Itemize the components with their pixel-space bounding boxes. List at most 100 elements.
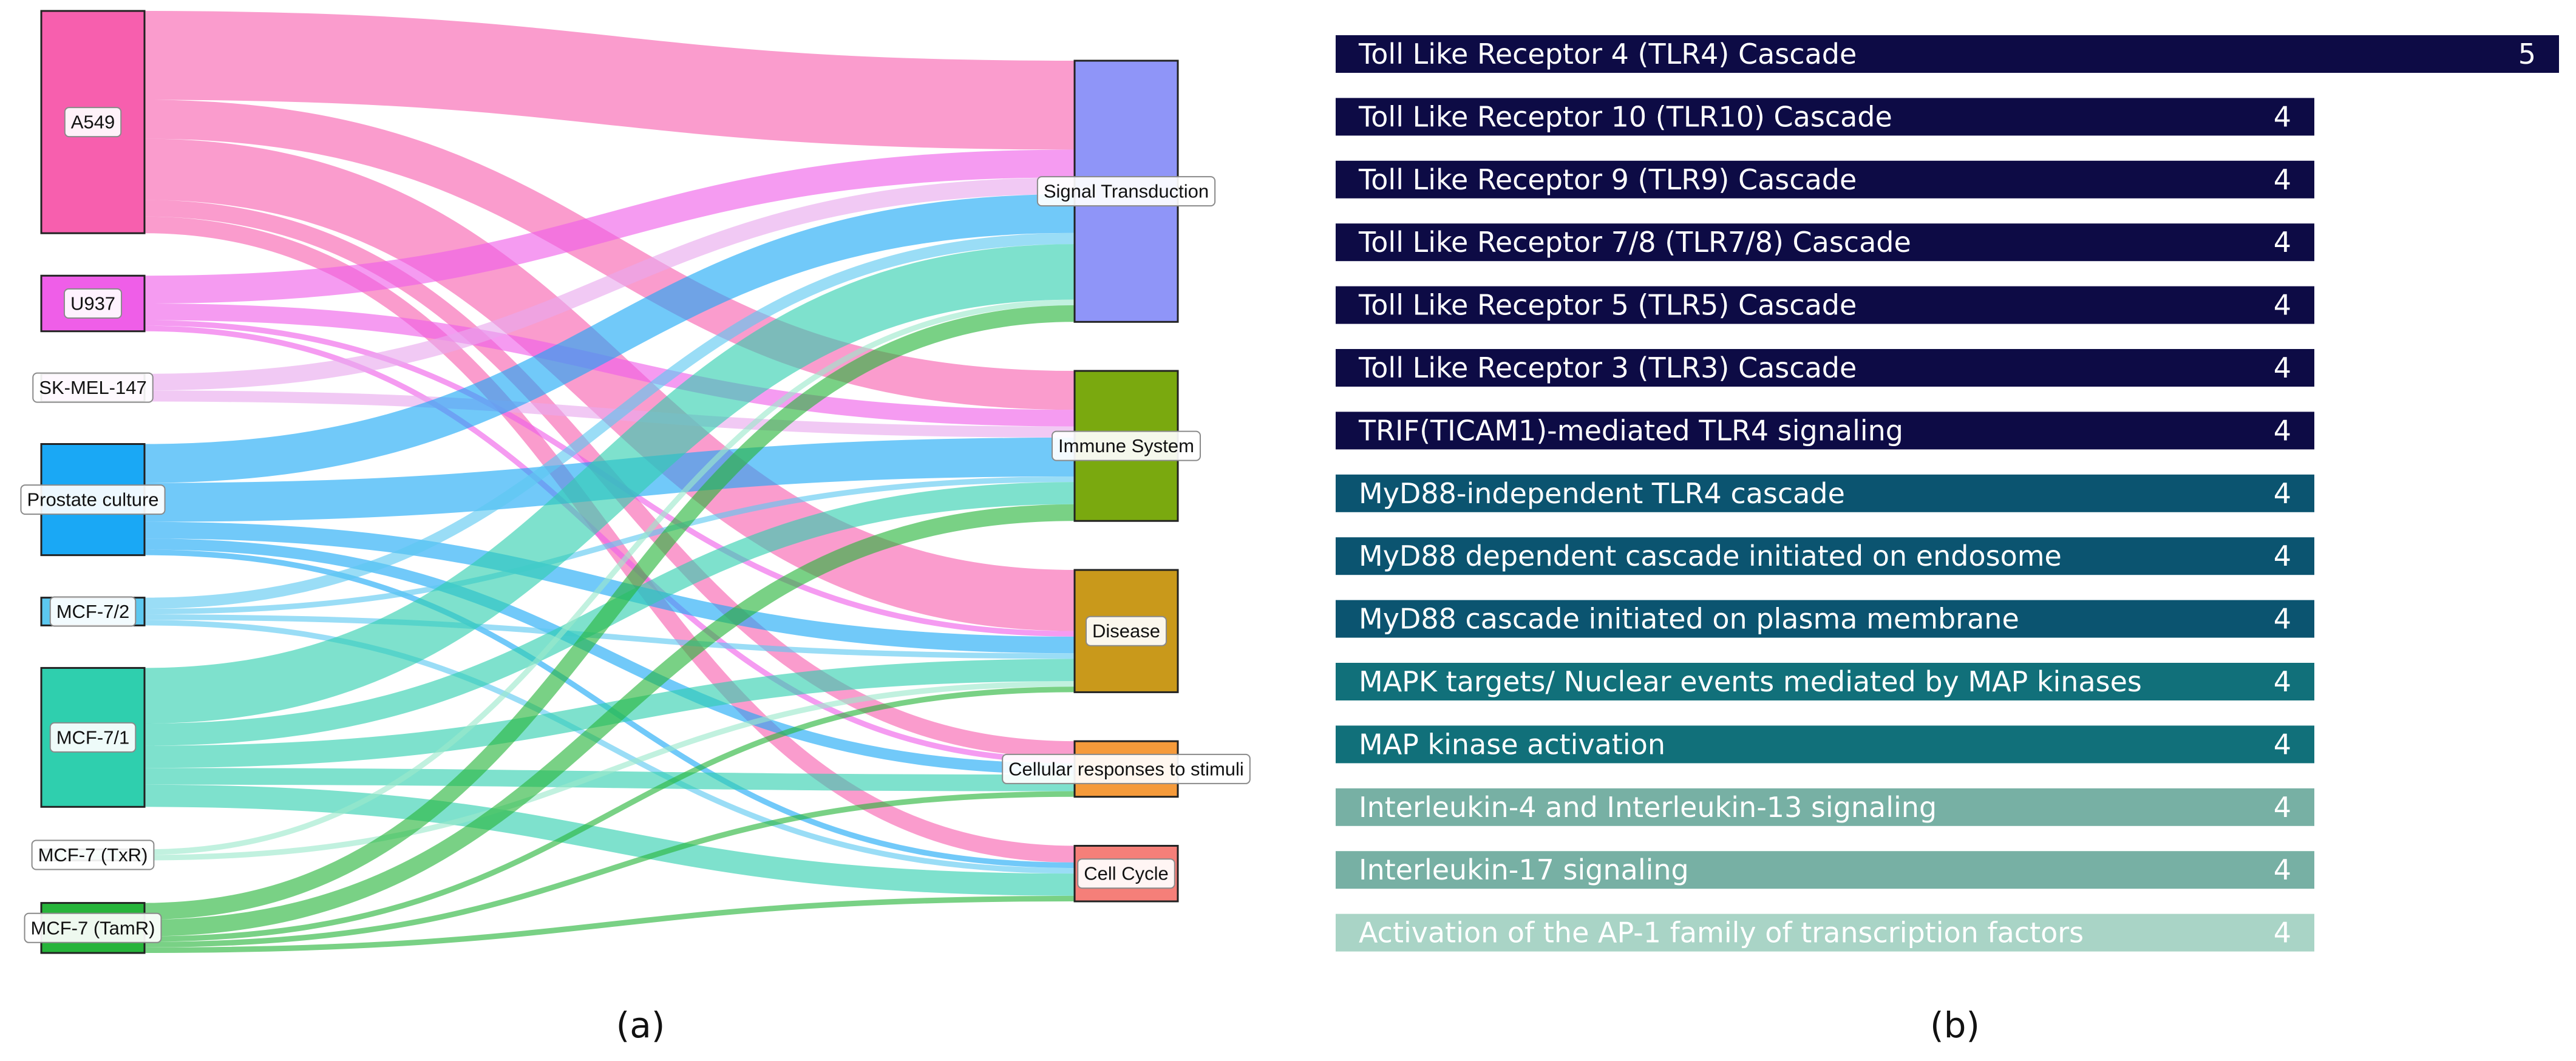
bar-category-label: MAPK targets/ Nuclear events mediated by… [1359, 665, 2142, 698]
flow-mcf-7-1-to-cell-cycle [144, 784, 1075, 896]
bar-row-myd88-cascade-initiated-on-plasma-membrane: MyD88 cascade initiated on plasma membra… [1336, 600, 2314, 638]
flow-mcf-7-2-to-signal-transduction [144, 232, 1075, 609]
bar [1336, 412, 2314, 450]
bar [1336, 725, 2314, 764]
bar-category-label: Toll Like Receptor 5 (TLR5) Cascade [1358, 289, 1857, 322]
target-label-signal-transduction: Signal Transduction [1036, 176, 1216, 207]
source-label-u937: U937 [63, 288, 123, 319]
flow-mcf-7-tamr-to-immune-system [144, 504, 1075, 937]
bar-chart: Toll Like Receptor 4 (TLR4) Cascade 5Toll… [1336, 35, 2559, 952]
bar [1336, 349, 2314, 387]
bar-category-label: Interleukin-17 signaling [1359, 853, 1689, 886]
bar-row-mapk-targets-nuclear-events-mediated-by-map-kinases: MAPK targets/ Nuclear events mediated by… [1336, 663, 2314, 700]
flow-mcf-7-2-to-immune-system [144, 476, 1075, 615]
flow-sk-mel-147-to-signal-transduction [144, 177, 1075, 391]
bar-category-label: MAP kinase activation [1359, 728, 1665, 761]
sankey-links [144, 10, 1075, 953]
bar-category-label: MyD88 dependent cascade initiated on end… [1359, 540, 2062, 572]
source-label-box [63, 288, 123, 319]
target-label-disease: Disease [1086, 615, 1167, 646]
source-label-text: MCF-7/2 [56, 601, 130, 622]
source-label-text: A549 [71, 112, 115, 133]
bar [1336, 914, 2314, 952]
panel-label-b: (b) [1929, 1005, 1980, 1046]
bar-row-toll-like-receptor-3-tlr3-cascade: Toll Like Receptor 3 (TLR3) Cascade 4 [1336, 349, 2314, 387]
bar-row-interleukin-17-signaling: Interleukin-17 signaling 4 [1336, 851, 2314, 889]
bar-value-label: 4 [2274, 163, 2291, 196]
target-label-immune-system: Immune System [1052, 430, 1201, 461]
flow-mcf-7-tamr-to-cell-cycle [144, 895, 1075, 953]
target-label-box [1036, 176, 1216, 207]
source-label-sk-mel-147: SK-MEL-147 [32, 372, 154, 403]
bar [1336, 788, 2314, 826]
sankey-labels: A549 U937 SK-MEL-147 Prostate culture MCF-7/… [20, 107, 1251, 943]
source-label-text: Prostate culture [27, 489, 158, 510]
flow-mcf-7-tamr-to-signal-transduction [144, 305, 1075, 920]
bar-row-myd88-independent-tlr4-cascade: MyD88-independent TLR4 cascade 4 [1336, 474, 2314, 512]
bar-row-toll-like-receptor-4-tlr4-cascade: Toll Like Receptor 4 (TLR4) Cascade 5 [1336, 35, 2559, 73]
flow-a549-to-disease [144, 138, 1075, 631]
target-label-cell-cycle: Cell Cycle [1077, 858, 1175, 889]
source-label-box [49, 596, 137, 627]
flow-mcf-7-2-to-disease [144, 614, 1075, 659]
source-label-text: MCF-7 (TamR) [31, 917, 155, 938]
flow-prostate-culture-to-signal-transduction [144, 194, 1075, 483]
bar-row-map-kinase-activation: MAP kinase activation 4 [1336, 725, 2314, 764]
target-label-text: Signal Transduction [1044, 181, 1209, 202]
source-label-mcf-7-txr: MCF-7 (TxR) [31, 839, 155, 870]
flow-u937-to-immune-system [144, 303, 1075, 427]
bar-value-label: 4 [2274, 540, 2291, 572]
target-label-box [1002, 753, 1251, 784]
bar-row-toll-like-receptor-9-tlr9-cascade: Toll Like Receptor 9 (TLR9) Cascade 4 [1336, 160, 2314, 198]
source-label-mcf-7-tamr: MCF-7 (TamR) [24, 912, 162, 943]
bar-value-label: 4 [2274, 917, 2291, 949]
flow-mcf-7-2-to-cell-cycle [144, 620, 1075, 874]
bar-value-label: 4 [2274, 351, 2291, 384]
bar-value-label: 4 [2274, 603, 2291, 636]
bar-row-myd88-dependent-cascade-initiated-on-endosome: MyD88 dependent cascade initiated on end… [1336, 537, 2314, 575]
bar-value-label: 4 [2274, 289, 2291, 322]
bar-category-label: TRIF(TICAM1)-mediated TLR4 signaling [1358, 414, 1903, 447]
bar [1336, 35, 2559, 73]
source-label-box [24, 912, 162, 943]
bar [1336, 223, 2314, 262]
bar-value-label: 4 [2274, 477, 2291, 510]
bar [1336, 98, 2314, 136]
bar-value-label: 4 [2274, 665, 2291, 698]
source-label-text: MCF-7 (TxR) [38, 844, 148, 866]
bar-row-trif-ticam1-mediated-tlr4-signaling: TRIF(TICAM1)-mediated TLR4 signaling 4 [1336, 412, 2314, 450]
bar-row-activation-of-the-ap-1-family-of-transcription-factors: Activation of the AP-1 family of transcr… [1336, 914, 2314, 952]
bar [1336, 286, 2314, 324]
target-label-text: Cell Cycle [1084, 863, 1169, 884]
flow-u937-to-signal-transduction [144, 149, 1075, 303]
bar-category-label: Toll Like Receptor 4 (TLR4) Cascade [1358, 38, 1857, 70]
sankey-diagram: A549 U937 SK-MEL-147 Prostate culture MCF-7/… [20, 10, 1251, 954]
source-label-box [31, 839, 155, 870]
bar-value-label: 4 [2274, 414, 2291, 447]
bar-category-label: MyD88-independent TLR4 cascade [1359, 477, 1845, 510]
target-label-box [1086, 615, 1167, 646]
bar [1336, 474, 2314, 512]
bar [1336, 851, 2314, 889]
bar-value-label: 4 [2274, 853, 2291, 886]
target-label-box [1052, 430, 1201, 461]
flow-a549-to-cell-cycle [144, 216, 1075, 863]
bar-category-label: Toll Like Receptor 3 (TLR3) Cascade [1358, 351, 1857, 384]
bar-value-label: 4 [2274, 728, 2291, 761]
source-label-prostate-culture: Prostate culture [20, 484, 166, 515]
bar-value-label: 4 [2274, 791, 2291, 824]
bar-value-label: 4 [2274, 226, 2291, 259]
target-label-text: Disease [1092, 620, 1160, 642]
bar-category-label: Toll Like Receptor 10 (TLR10) Cascade [1358, 100, 1892, 133]
flow-mcf-7-1-to-cellular-responses-to-stimuli [144, 768, 1075, 792]
flow-mcf-7-txr-to-signal-transduction [144, 299, 1075, 855]
panel-label-a: (a) [616, 1005, 665, 1046]
flow-mcf-7-1-to-signal-transduction [144, 244, 1075, 724]
bar-value-label: 4 [2274, 100, 2291, 133]
source-label-box [49, 722, 137, 753]
flow-mcf-7-txr-to-disease [144, 681, 1075, 861]
source-label-box [20, 484, 166, 515]
source-label-mcf-7-2: MCF-7/2 [49, 596, 137, 627]
bar-category-label: Toll Like Receptor 7/8 (TLR7/8) Cascade [1358, 226, 1911, 259]
bar-category-label: MyD88 cascade initiated on plasma membra… [1359, 603, 2019, 636]
